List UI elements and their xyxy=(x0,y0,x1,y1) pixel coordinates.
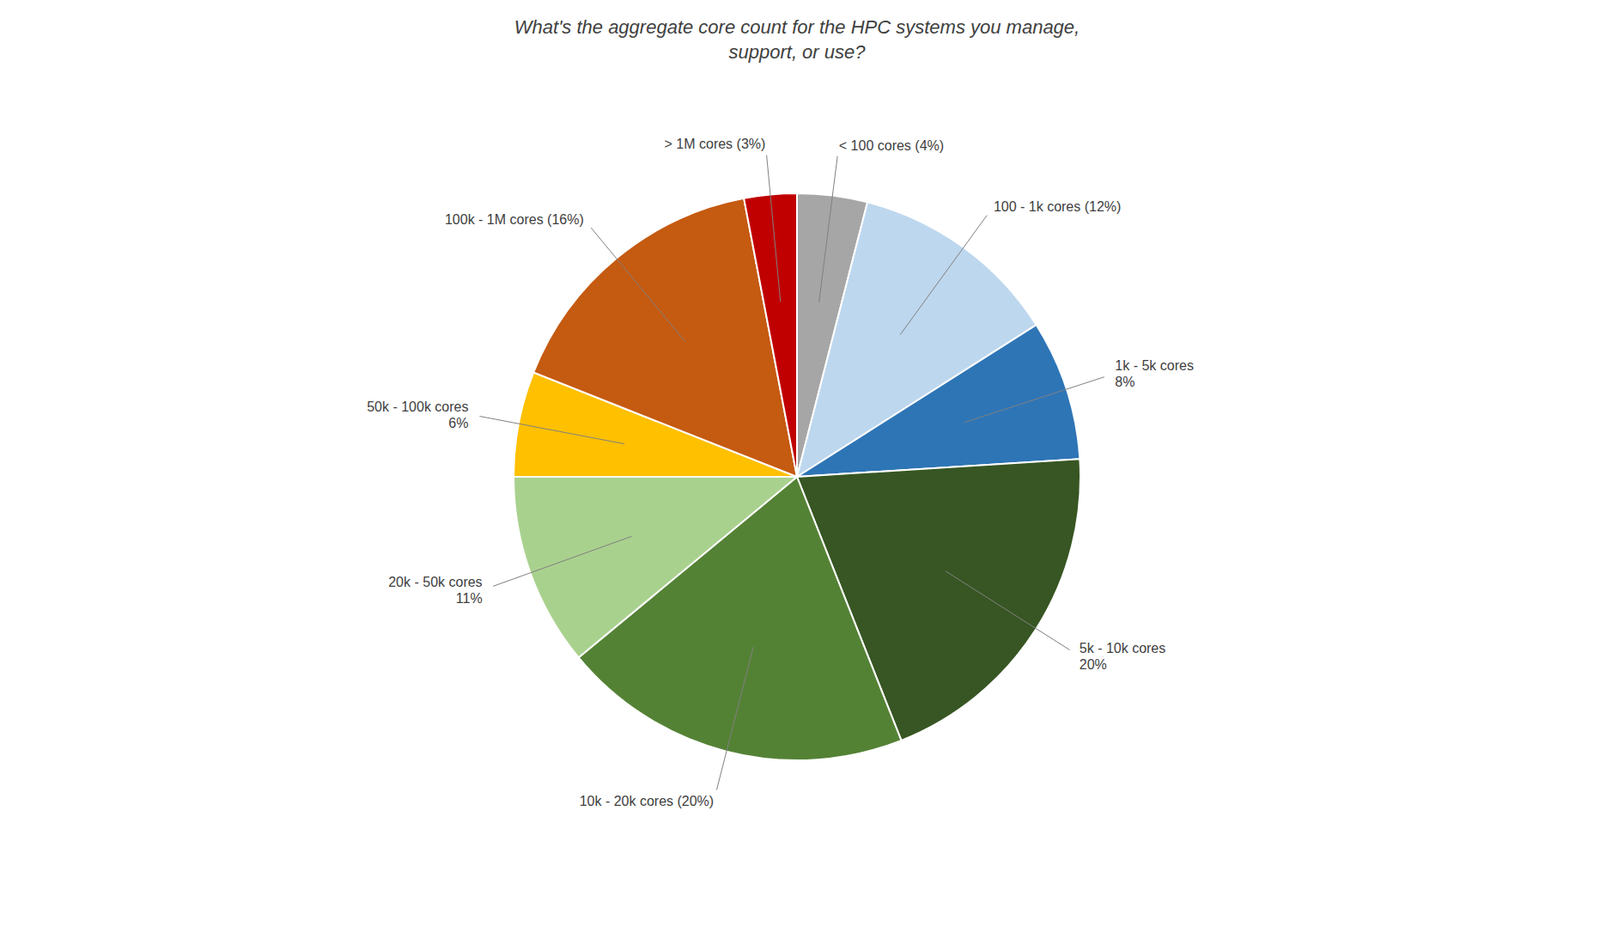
svg-text:100 - 1k cores (12%): 100 - 1k cores (12%) xyxy=(993,199,1122,214)
svg-text:10k - 20k cores (20%): 10k - 20k cores (20%) xyxy=(579,793,715,809)
svg-text:> 1M cores (3%): > 1M cores (3%) xyxy=(664,136,767,152)
svg-text:100k - 1M cores (16%): 100k - 1M cores (16%) xyxy=(444,212,585,227)
html-text:What's the aggregate core coun: What's the aggregate core count for the … xyxy=(514,16,1080,63)
svg-text:5k - 10k cores20%: 5k - 10k cores20% xyxy=(1079,640,1166,672)
svg-text:50k - 100k cores6%: 50k - 100k cores6% xyxy=(366,398,469,430)
svg-text:1k - 5k cores8%: 1k - 5k cores8% xyxy=(1114,358,1194,390)
svg-text:20k - 50k cores11%: 20k - 50k cores11% xyxy=(388,574,482,606)
svg-text:< 100 cores (4%): < 100 cores (4%) xyxy=(839,137,944,153)
